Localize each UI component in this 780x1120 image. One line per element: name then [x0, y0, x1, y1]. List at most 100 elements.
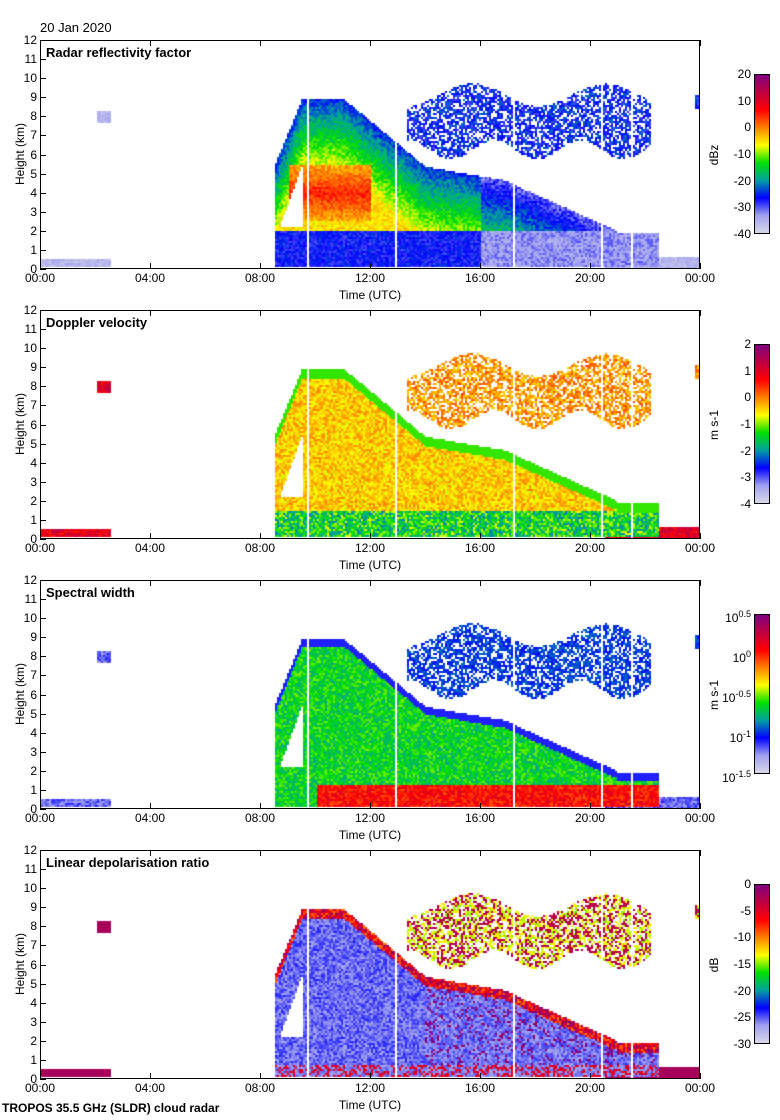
y-axis-label: Height (km) [13, 123, 27, 186]
heatmap-image [41, 851, 699, 1078]
y-tick-label: 1 [30, 242, 37, 257]
x-tick-label: 00:00 [24, 541, 56, 555]
x-tick-mark [480, 40, 481, 46]
x-tick-mark [150, 40, 151, 46]
x-tick-mark [40, 533, 41, 539]
colorbar-tick-label: 100.5 [725, 609, 751, 625]
y-tick-label: 11 [24, 862, 37, 877]
y-tick-mark [40, 580, 46, 581]
colorbar-tick-label: 0 [744, 390, 751, 405]
y-tick-mark [40, 78, 46, 80]
y-tick-label: 8 [30, 919, 37, 934]
x-tick-mark [40, 40, 41, 46]
x-tick-mark [40, 1073, 41, 1079]
y-tick-mark [40, 405, 46, 407]
x-tick-mark [150, 850, 151, 856]
colorbar-tick-label: -5 [740, 903, 751, 918]
y-tick-label: 12 [23, 303, 37, 317]
y-tick-mark [40, 945, 46, 947]
y-tick-label: 4 [30, 725, 37, 740]
colorbar-tick-label: 0 [744, 120, 751, 135]
x-tick-label: 08:00 [244, 1081, 276, 1095]
x-tick-mark [370, 533, 371, 539]
x-tick-mark [480, 803, 481, 809]
y-tick-label: 6 [30, 687, 37, 702]
heatmap-image [41, 581, 699, 808]
plot-area: Doppler velocity [40, 310, 700, 539]
x-tick-label: 16:00 [464, 541, 496, 555]
y-tick-label: 5 [30, 166, 37, 181]
x-tick-mark [590, 580, 591, 586]
x-tick-label: 16:00 [464, 1081, 496, 1095]
plot-area: Spectral width [40, 580, 700, 809]
x-tick-label: 00:00 [24, 1081, 56, 1095]
x-tick-mark [40, 580, 41, 586]
x-tick-mark [150, 263, 151, 269]
colorbar-unit-label: m s-1 [707, 680, 721, 710]
x-tick-mark [590, 533, 591, 539]
y-tick-label: 6 [30, 417, 37, 432]
y-tick-label: 8 [30, 109, 37, 124]
y-tick-label: 2 [30, 763, 37, 778]
x-tick-mark [40, 850, 41, 856]
y-tick-mark [40, 192, 46, 194]
y-tick-mark [40, 367, 46, 369]
y-tick-label: 3 [30, 744, 37, 759]
x-tick-label: 00:00 [684, 541, 716, 555]
y-tick-label: 3 [30, 1014, 37, 1029]
y-tick-mark [40, 809, 46, 810]
x-tick-label: 08:00 [244, 271, 276, 285]
x-tick-label: 20:00 [574, 271, 606, 285]
y-tick-label: 9 [30, 900, 37, 915]
y-tick-mark [40, 443, 46, 445]
y-tick-label: 1 [30, 782, 37, 797]
x-tick-label: 12:00 [354, 271, 386, 285]
x-tick-mark [480, 310, 481, 316]
x-tick-mark [260, 1073, 261, 1079]
colorbar-tick-label: -3 [740, 470, 751, 485]
y-tick-mark [40, 983, 46, 985]
y-tick-mark [40, 789, 46, 791]
colorbar-tick-label: -40 [733, 227, 751, 241]
y-tick-label: 7 [30, 938, 37, 953]
y-tick-label: 6 [30, 147, 37, 162]
x-tick-mark [260, 40, 261, 46]
colorbar-tick-label: -4 [740, 497, 751, 511]
y-tick-mark [40, 481, 46, 483]
x-tick-mark [700, 310, 701, 316]
y-tick-label: 10 [23, 341, 37, 356]
colorbar-tick-label: -20 [733, 173, 751, 188]
x-tick-label: 04:00 [134, 1081, 166, 1095]
x-tick-mark [480, 533, 481, 539]
x-tick-label: 20:00 [574, 811, 606, 825]
y-tick-label: 11 [24, 52, 37, 67]
panel-radar-reflectivity-factor: Radar reflectivity factor 0 1 2 3 4 5 6 7 8 9 10 11 1… [0, 30, 780, 302]
x-tick-label: 00:00 [684, 1081, 716, 1095]
y-tick-mark [40, 249, 46, 251]
x-tick-mark [590, 803, 591, 809]
y-tick-mark [40, 329, 46, 331]
colorbar-unit-label: m s-1 [707, 410, 721, 440]
x-tick-mark [150, 580, 151, 586]
y-tick-label: 4 [30, 455, 37, 470]
x-tick-mark [40, 310, 41, 316]
colorbar-tick-label: 1 [744, 363, 751, 378]
y-tick-mark [40, 211, 46, 213]
y-tick-label: 12 [23, 33, 37, 47]
x-tick-label: 00:00 [24, 811, 56, 825]
y-tick-label: 7 [30, 668, 37, 683]
y-tick-label: 5 [30, 436, 37, 451]
y-tick-mark [40, 926, 46, 928]
x-tick-label: 08:00 [244, 541, 276, 555]
y-tick-mark [40, 770, 46, 772]
colorbar-tick-label: 10-0.5 [722, 689, 751, 705]
y-tick-label: 1 [30, 1052, 37, 1067]
y-tick-mark [40, 97, 46, 99]
panel-title: Spectral width [46, 585, 135, 600]
y-tick-mark [40, 656, 46, 658]
x-tick-label: 12:00 [354, 811, 386, 825]
y-tick-label: 10 [23, 611, 37, 626]
footer-label: TROPOS 35.5 GHz (SLDR) cloud radar [2, 1101, 220, 1115]
y-tick-mark [40, 869, 46, 871]
y-tick-mark [40, 539, 46, 540]
